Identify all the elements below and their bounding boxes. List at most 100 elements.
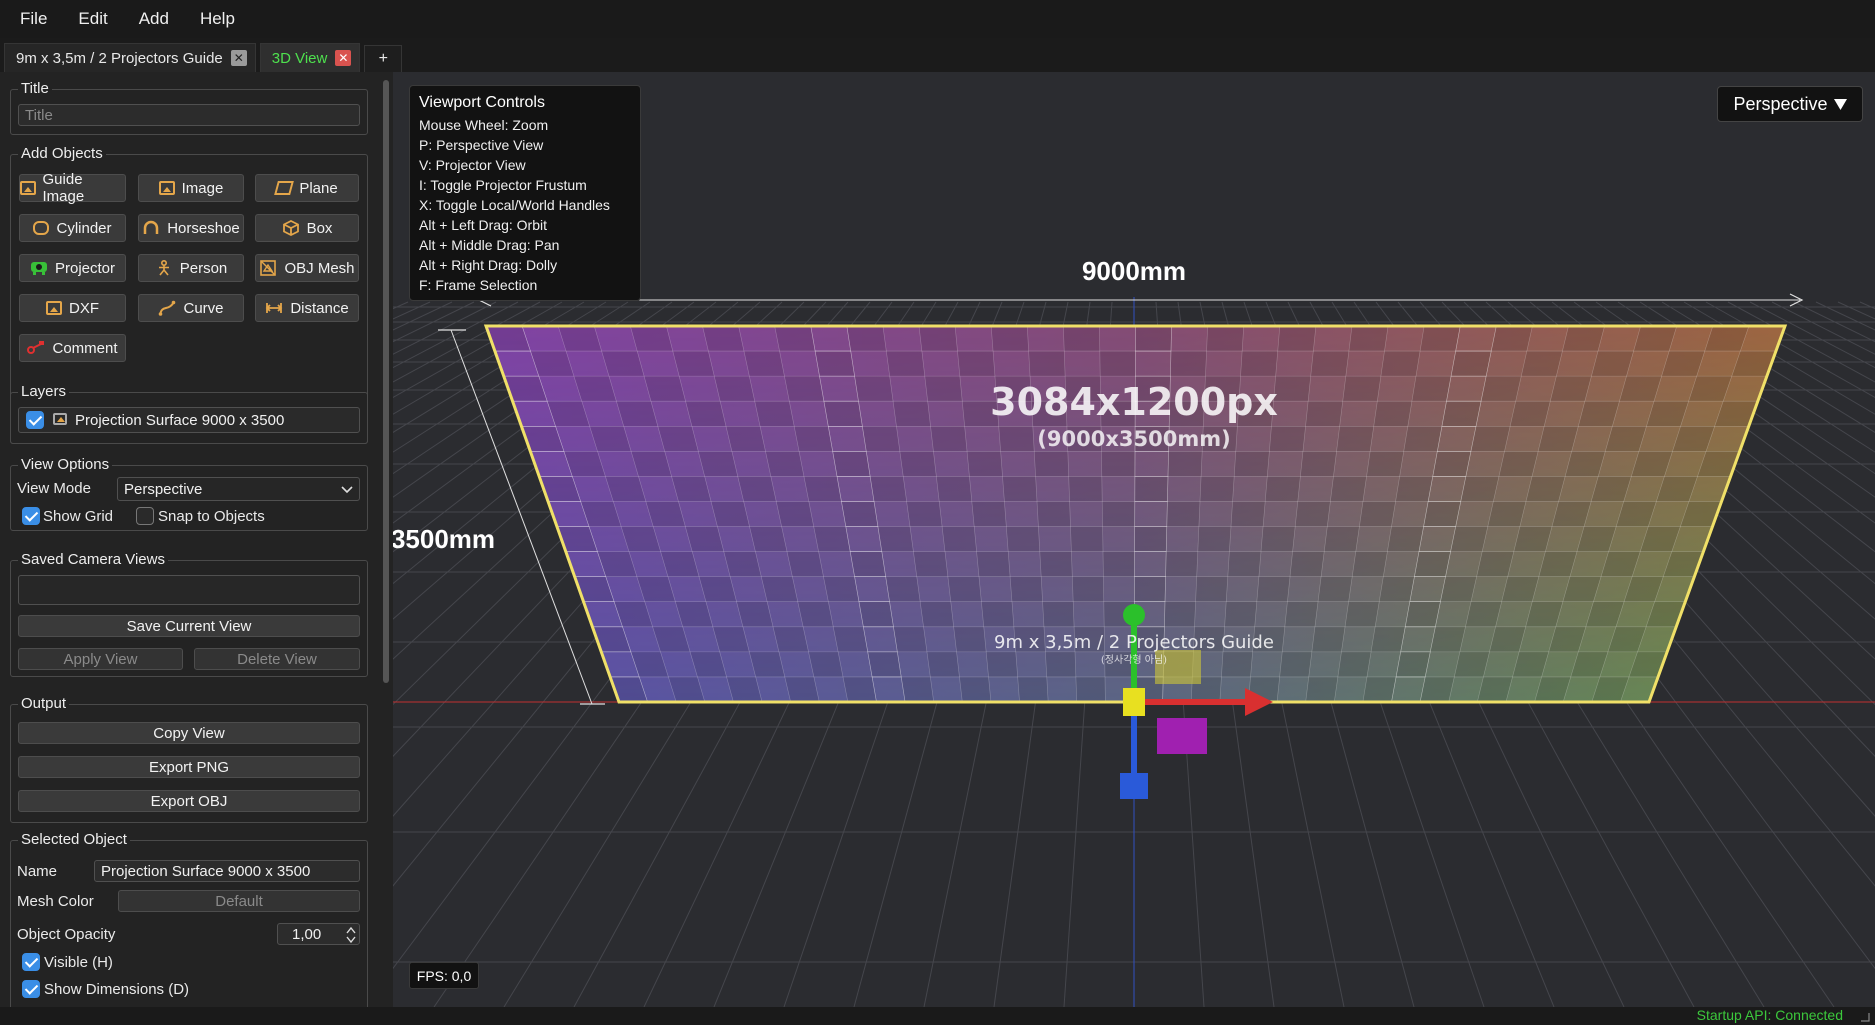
spin-arrows-icon[interactable] <box>346 926 356 944</box>
output-group: Output Copy View Export PNG Export OBJ <box>10 695 368 823</box>
add-box-label: Box <box>306 219 333 237</box>
layer-item[interactable]: Projection Surface 9000 x 3500 <box>18 407 360 433</box>
add-plane-button[interactable]: Plane <box>255 174 359 202</box>
view-mode-value: Perspective <box>124 480 203 498</box>
add-box-button[interactable]: Box <box>255 214 359 242</box>
title-input[interactable]: Title <box>18 104 360 126</box>
height-dimension-ticks <box>438 329 605 705</box>
add-tab-button[interactable]: + <box>364 45 403 72</box>
show-grid-label: Show Grid <box>43 508 114 525</box>
copy-view-button[interactable]: Copy View <box>18 722 360 744</box>
control-hint: X: Toggle Local/World Handles <box>419 197 610 213</box>
gizmo-x-arrow[interactable] <box>1245 688 1273 716</box>
mesh-color-button[interactable]: Default <box>118 890 360 912</box>
resize-grip-icon[interactable] <box>1857 1009 1871 1023</box>
control-hint: V: Projector View <box>419 157 526 173</box>
add-objects-group: Add Objects Guide Image Image Plane Cyli… <box>10 145 368 444</box>
title-group: Title Title <box>10 80 368 135</box>
add-cylinder-button[interactable]: Cylinder <box>19 214 126 242</box>
add-guide-image-label: Guide Image <box>42 171 85 205</box>
transform-gizmo[interactable] <box>1120 604 1273 799</box>
surface-cell-grid <box>486 326 1785 702</box>
show-dimensions-label: Show Dimensions (D) <box>44 981 190 998</box>
add-person-label: Person <box>179 259 228 277</box>
gizmo-xz-plane[interactable] <box>1157 718 1207 754</box>
gizmo-xy-plane[interactable] <box>1155 650 1201 684</box>
add-objects-label: Add Objects <box>18 145 106 162</box>
status-bar: Startup API: Connected <box>0 1007 1875 1025</box>
view-options-label: View Options <box>18 456 113 473</box>
add-plane-label: Plane <box>299 179 338 197</box>
apply-view-button[interactable]: Apply View <box>18 648 183 670</box>
surface-border <box>483 324 1788 704</box>
export-png-button[interactable]: Export PNG <box>18 756 360 778</box>
tab-3d-view[interactable]: 3D View ✕ <box>259 43 361 72</box>
selected-object-label: Selected Object <box>18 831 130 848</box>
control-hint: Alt + Right Drag: Dolly <box>419 257 558 273</box>
show-grid-checkbox[interactable] <box>22 507 40 525</box>
output-label: Output <box>18 695 70 712</box>
add-person-button[interactable]: Person <box>138 254 244 282</box>
menu-add[interactable]: Add <box>138 9 169 28</box>
show-dimensions-checkbox[interactable] <box>22 980 40 998</box>
opacity-spinbox[interactable]: 1,00 <box>277 923 360 945</box>
add-dxf-button[interactable]: DXF <box>19 294 126 322</box>
perspective-dropdown[interactable]: Perspective <box>1717 86 1863 122</box>
viewport-controls-title: Viewport Controls <box>419 94 545 111</box>
camera-views-list[interactable] <box>18 575 360 605</box>
add-horseshoe-label: Horseshoe <box>167 219 240 237</box>
3d-viewport[interactable]: 9000mm 3500mm 3084x1200px (9000x3500mm) … <box>393 72 1875 1007</box>
visible-checkbox[interactable] <box>22 953 40 971</box>
tab-guide[interactable]: 9m x 3,5m / 2 Projectors Guide ✕ <box>4 43 256 72</box>
tab-3d-view-label: 3D View <box>271 49 328 67</box>
person-icon <box>158 260 169 276</box>
add-guide-image-button[interactable]: Guide Image <box>19 171 126 205</box>
view-mode-label: View Mode <box>17 480 91 497</box>
fps-counter: FPS: 0,0 <box>409 962 479 989</box>
cylinder-icon <box>33 221 50 235</box>
control-hint: Mouse Wheel: Zoom <box>419 117 549 133</box>
view-mode-select[interactable]: Perspective <box>117 477 360 501</box>
layers-group: Layers Projection Surface 9000 x 3500 <box>10 383 368 444</box>
add-horseshoe-button[interactable]: Horseshoe <box>138 214 244 242</box>
projector-icon <box>30 262 47 275</box>
add-image-button[interactable]: Image <box>138 174 244 202</box>
mm-size-label: (9000x3500mm) <box>1037 427 1230 451</box>
image-icon <box>158 181 175 195</box>
add-distance-button[interactable]: Distance <box>255 294 359 322</box>
saved-camera-views-group: Saved Camera Views Save Current View App… <box>10 551 368 677</box>
add-comment-button[interactable]: Comment <box>19 334 126 362</box>
add-curve-button[interactable]: Curve <box>138 294 244 322</box>
gizmo-z-handle[interactable] <box>1120 773 1148 799</box>
height-dimension-line <box>450 329 593 705</box>
delete-view-button[interactable]: Delete View <box>194 648 360 670</box>
add-image-label: Image <box>181 179 224 197</box>
image-icon <box>53 413 67 425</box>
menu-edit[interactable]: Edit <box>78 9 108 28</box>
perspective-dropdown-label: Perspective <box>1733 93 1828 114</box>
save-current-view-button[interactable]: Save Current View <box>18 615 360 637</box>
name-label: Name <box>17 863 58 880</box>
tab-guide-label: 9m x 3,5m / 2 Projectors Guide <box>16 49 223 67</box>
add-cylinder-label: Cylinder <box>56 219 112 237</box>
menu-help[interactable]: Help <box>199 9 235 28</box>
close-icon[interactable]: ✕ <box>230 50 247 66</box>
gizmo-y-handle[interactable] <box>1123 604 1145 626</box>
menu-file[interactable]: File <box>20 9 48 28</box>
add-obj-mesh-button[interactable]: OBJ Mesh <box>255 254 359 282</box>
export-obj-button[interactable]: Export OBJ <box>18 790 360 812</box>
close-icon[interactable]: ✕ <box>335 50 352 66</box>
add-projector-button[interactable]: Projector <box>19 254 126 282</box>
view-options-group: View Options View Mode Perspective Show … <box>10 456 368 531</box>
control-hint: F: Frame Selection <box>419 277 538 293</box>
add-distance-label: Distance <box>290 299 349 317</box>
snap-to-objects-checkbox[interactable] <box>136 507 154 525</box>
object-name-input[interactable]: Projection Surface 9000 x 3500 <box>94 860 360 882</box>
control-hint: P: Perspective View <box>419 137 544 153</box>
add-comment-label: Comment <box>52 339 118 357</box>
left-panel: Title Title Add Objects Guide Image Imag… <box>0 72 393 1007</box>
height-dimension-label: 3500mm <box>393 524 495 554</box>
layer-visible-checkbox[interactable] <box>26 411 44 429</box>
panel-scrollbar[interactable] <box>383 80 389 683</box>
gizmo-center[interactable] <box>1123 688 1145 716</box>
